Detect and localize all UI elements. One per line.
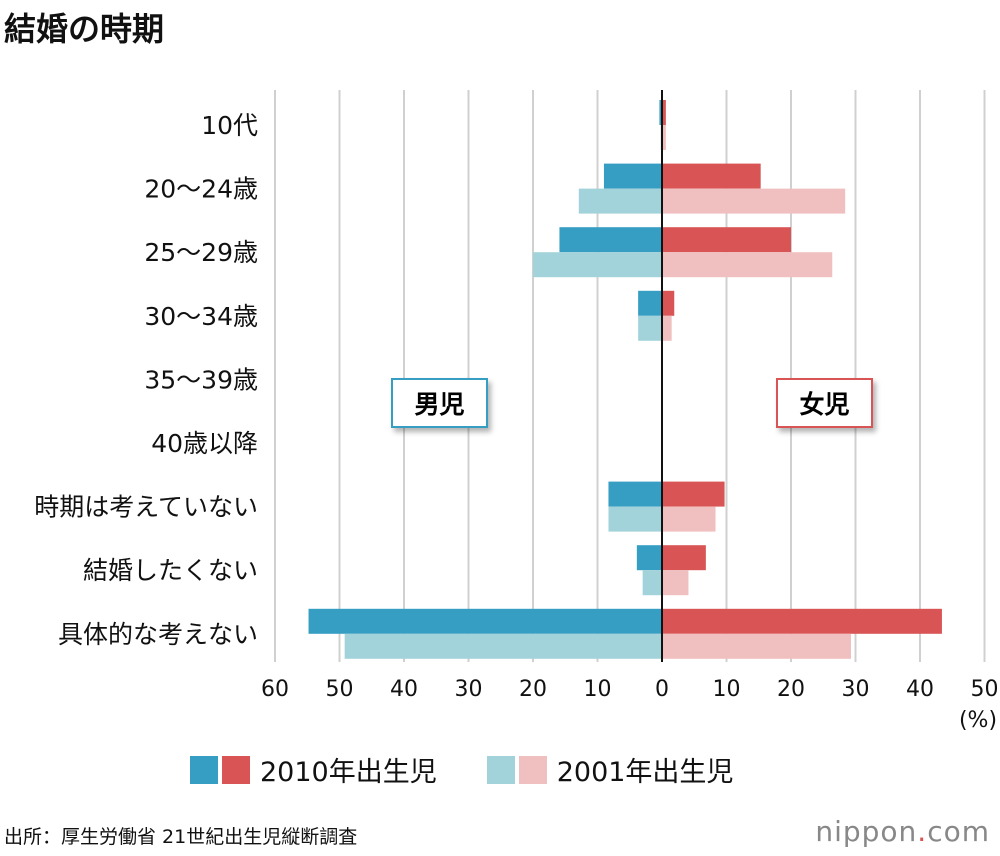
category-label: 20〜24歳 — [144, 175, 258, 204]
unit-label: (%) — [959, 708, 997, 733]
bar-left-2001 — [578, 188, 662, 214]
tick-label: 0 — [655, 677, 669, 702]
category-label: 10代 — [201, 111, 258, 140]
legend-swatch-2001-male — [486, 755, 515, 784]
tick-label: 20 — [519, 677, 547, 702]
legend-label-2001: 2001年出生児 — [556, 757, 734, 788]
bar-left-2001 — [344, 633, 662, 659]
tick-label: 10 — [584, 677, 612, 702]
tick-label: 30 — [842, 677, 870, 702]
bar-left-2001 — [608, 506, 662, 532]
tick-label: 50 — [971, 677, 999, 702]
legend-label-2010: 2010年出生児 — [260, 757, 437, 788]
bar-left-2010 — [608, 481, 662, 507]
tick-label: 10 — [713, 677, 741, 702]
bar-right-2001 — [662, 570, 689, 596]
bar-left-2010 — [638, 290, 662, 316]
nippon-logo: nippon.com — [815, 815, 990, 848]
bar-right-2001 — [662, 506, 716, 532]
bar-left-2010 — [603, 163, 662, 189]
category-label: 時期は考えていない — [34, 493, 258, 522]
female-label: 女児 — [776, 378, 873, 428]
bar-right-2001 — [662, 188, 846, 214]
legend: 2010年出生児 2001年出生児 — [190, 750, 733, 789]
bar-left-2010 — [308, 608, 662, 634]
bar-right-2010 — [662, 227, 791, 253]
category-label: 具体的な考えない — [58, 620, 258, 649]
butterfly-chart: 10代 20〜24歳 25〜29歳 30〜34歳 35〜39歳 40歳以降時期は考えていな… — [34, 90, 999, 733]
bar-right-2010 — [662, 608, 942, 634]
source-note: 出所：厚生労働省 21世紀出生児縦断調査 — [4, 826, 358, 848]
category-label: 40歳以降 — [151, 429, 258, 458]
bar-right-2010 — [662, 100, 666, 125]
bar-left-2010 — [559, 227, 662, 253]
bar-right-2010 — [662, 481, 725, 507]
category-label: 30〜34歳 — [144, 302, 258, 331]
tick-label: 20 — [777, 677, 805, 702]
bar-left-2010 — [659, 100, 662, 125]
category-label: 35〜39歳 — [144, 365, 258, 394]
chart-title: 結婚の時期 — [4, 10, 165, 48]
tick-label: 60 — [261, 677, 289, 702]
bar-left-2001 — [533, 252, 662, 278]
bar-right-2001 — [662, 252, 833, 278]
bar-left-2001 — [642, 570, 662, 596]
bar-right-2001 — [662, 315, 672, 341]
bar-right-2010 — [662, 163, 761, 189]
bar-left-2001 — [638, 315, 662, 341]
tick-label: 40 — [906, 677, 934, 702]
legend-swatch-2001-female — [518, 755, 547, 784]
category-label: 25〜29歳 — [144, 238, 258, 267]
legend-swatch-2010-male — [190, 755, 218, 784]
bar-right-2010 — [662, 290, 675, 316]
bar-right-2001 — [662, 125, 666, 150]
category-label: 結婚したくない — [83, 556, 258, 585]
legend-swatch-2010-female — [222, 755, 250, 784]
tick-label: 30 — [455, 677, 483, 702]
bar-right-2010 — [662, 545, 706, 571]
bar-left-2010 — [636, 545, 662, 571]
tick-label: 50 — [326, 677, 354, 702]
tick-label: 40 — [390, 677, 418, 702]
bar-right-2001 — [662, 633, 851, 659]
male-label: 男児 — [391, 378, 488, 428]
